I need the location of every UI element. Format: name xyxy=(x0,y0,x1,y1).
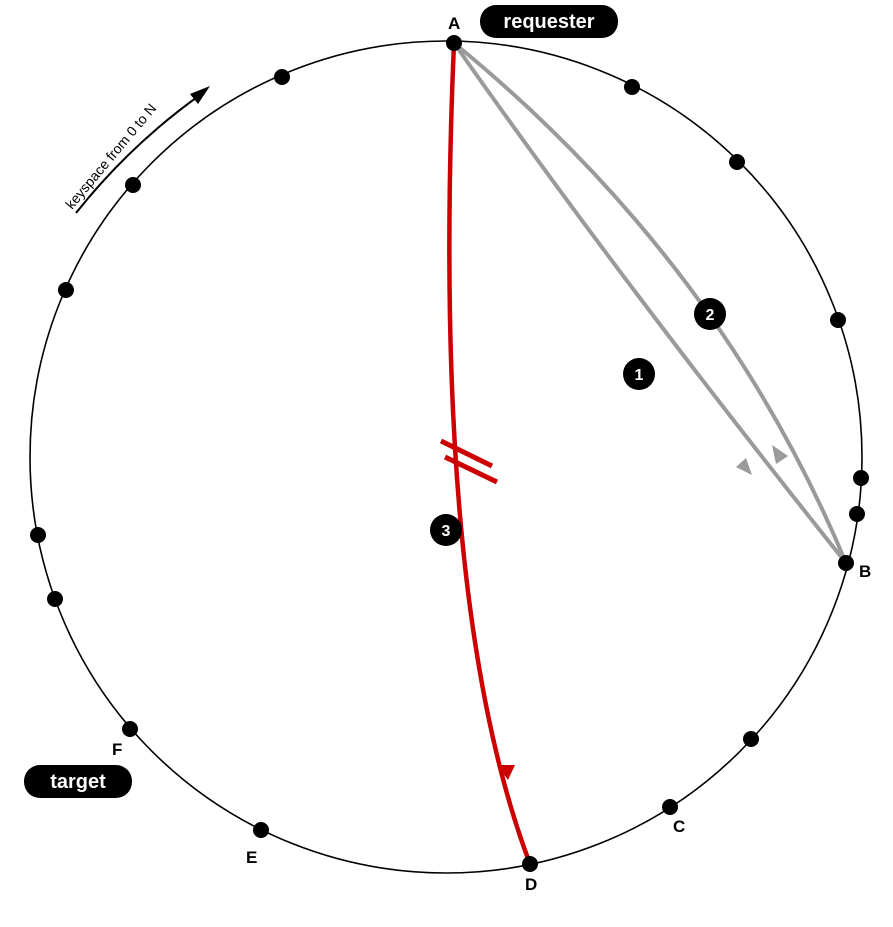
ring-node xyxy=(30,527,46,543)
node-label-a: A xyxy=(448,14,460,33)
arrow-step-1-icon xyxy=(736,458,752,475)
step-number-1: 1 xyxy=(635,367,644,384)
ring-nodes xyxy=(30,35,869,872)
node-f xyxy=(122,721,138,737)
node-label-d: D xyxy=(525,875,537,894)
step-badge-2: 2 xyxy=(694,298,726,330)
path-step-1 xyxy=(452,41,848,565)
ring-node xyxy=(47,591,63,607)
step-number-3: 3 xyxy=(442,523,451,540)
keyspace-label: keyspace from 0 to N xyxy=(62,100,159,212)
ring-node xyxy=(58,282,74,298)
ring-node xyxy=(853,470,869,486)
node-c xyxy=(662,799,678,815)
keyspace-arrow xyxy=(75,94,201,214)
ring-node xyxy=(743,731,759,747)
ring-node xyxy=(849,506,865,522)
node-e xyxy=(253,822,269,838)
keyspace-ring xyxy=(29,40,863,874)
double-slash-break-icon xyxy=(439,438,499,485)
requester-badge: requester xyxy=(480,5,618,38)
ring-node xyxy=(830,312,846,328)
node-a xyxy=(446,35,462,51)
arrow-head-icon xyxy=(190,86,210,104)
node-d xyxy=(522,856,538,872)
step-badge-3: 3 xyxy=(430,514,462,546)
ring-node xyxy=(274,69,290,85)
arrow-step-2-icon xyxy=(772,445,788,464)
node-label-e: E xyxy=(246,848,257,867)
arrow-step-3-icon xyxy=(497,765,515,780)
path-step-2 xyxy=(452,41,848,564)
ring-node xyxy=(125,177,141,193)
step-badge-1: 1 xyxy=(623,358,655,390)
ring-node xyxy=(729,154,745,170)
ring-node xyxy=(624,79,640,95)
target-label: target xyxy=(50,771,106,793)
target-badge: target xyxy=(24,765,132,798)
requester-label: requester xyxy=(503,11,594,33)
node-b xyxy=(838,555,854,571)
node-label-c: C xyxy=(673,817,685,836)
step-number-2: 2 xyxy=(706,307,715,324)
node-label-f: F xyxy=(112,740,122,759)
node-label-b: B xyxy=(859,562,871,581)
